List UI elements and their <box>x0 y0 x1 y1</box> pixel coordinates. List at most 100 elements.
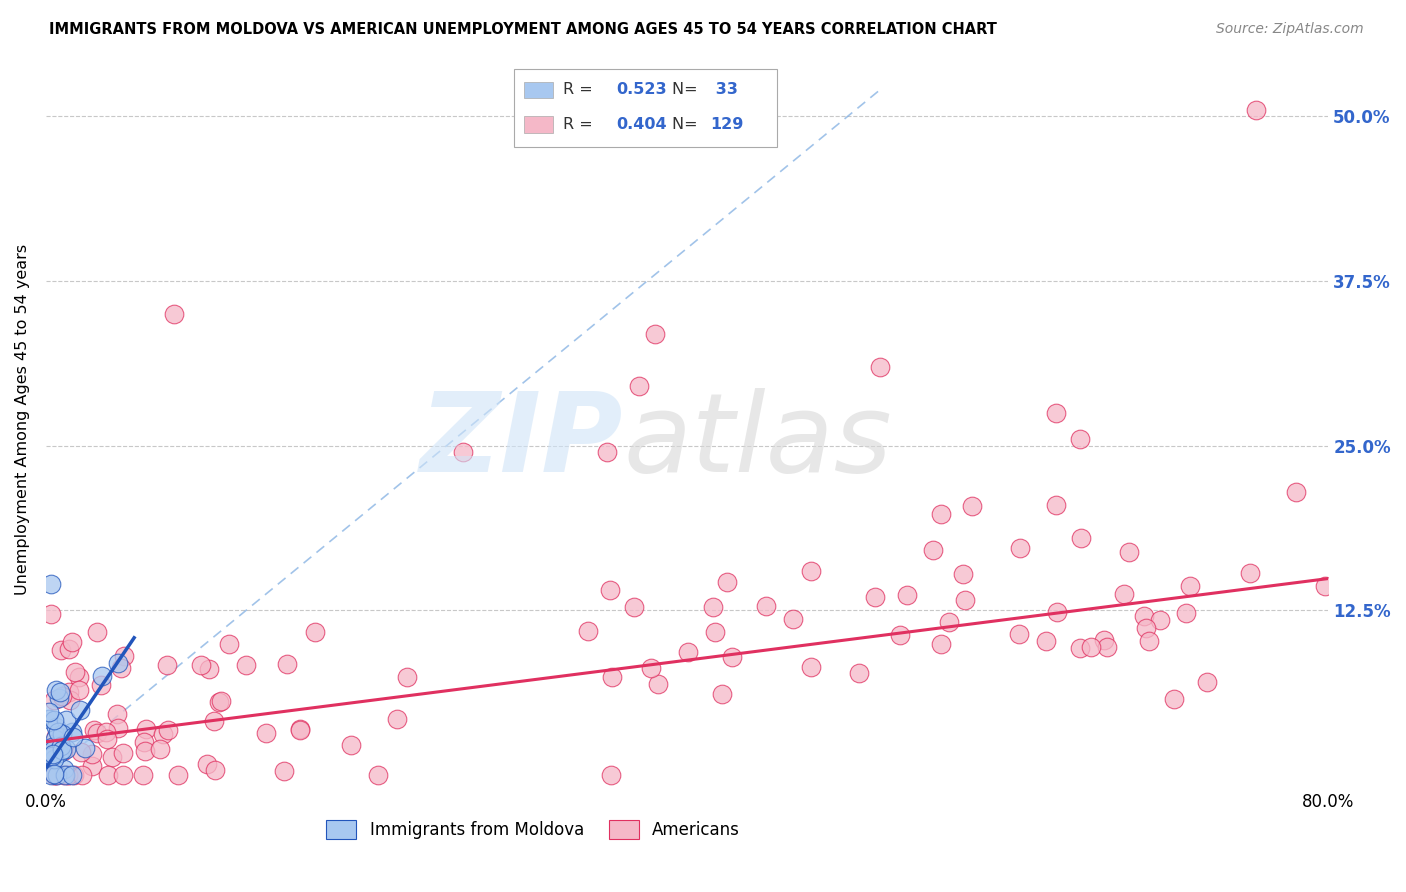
Point <box>41 749 63 764</box>
Text: 33: 33 <box>710 82 738 97</box>
Text: atlas: atlas <box>623 388 891 495</box>
Point <box>111 767 134 781</box>
Text: 0.404: 0.404 <box>617 117 668 132</box>
Point <box>156 723 179 737</box>
Point <box>73 741 96 756</box>
Point <box>929 508 952 522</box>
Point <box>86 725 108 739</box>
Point <box>623 599 645 614</box>
Point <box>276 657 298 672</box>
Point <box>59 693 82 707</box>
Point <box>58 642 80 657</box>
Point <box>395 670 418 684</box>
Point <box>67 670 90 684</box>
Point <box>39 755 62 769</box>
Point <box>48 691 70 706</box>
Point <box>198 662 221 676</box>
Point <box>63 767 86 781</box>
Point <box>83 723 105 737</box>
Legend: Immigrants from Moldova, Americans: Immigrants from Moldova, Americans <box>319 814 747 846</box>
Point <box>39 607 62 621</box>
Point <box>60 725 83 739</box>
Point <box>37 742 59 756</box>
Point <box>644 326 666 341</box>
Point <box>628 379 651 393</box>
Point <box>922 542 945 557</box>
Point <box>204 763 226 777</box>
Point <box>1313 578 1336 592</box>
Point <box>1195 675 1218 690</box>
Point <box>204 714 226 728</box>
Point <box>86 625 108 640</box>
Point <box>58 685 80 699</box>
Point <box>135 722 157 736</box>
Point <box>1069 640 1091 655</box>
Text: 129: 129 <box>710 117 744 132</box>
Text: N=: N= <box>672 117 703 132</box>
Point <box>46 725 69 739</box>
Point <box>576 624 599 639</box>
Point <box>45 729 67 743</box>
Point <box>96 725 118 739</box>
Point <box>69 703 91 717</box>
Point <box>1008 541 1031 555</box>
Text: 0.523: 0.523 <box>617 82 668 97</box>
Point <box>96 732 118 747</box>
Point <box>38 706 60 720</box>
Point <box>67 683 90 698</box>
FancyBboxPatch shape <box>524 82 553 98</box>
Point <box>800 659 823 673</box>
Point <box>51 727 73 741</box>
Point <box>37 759 59 773</box>
Point <box>952 567 974 582</box>
Point <box>385 712 408 726</box>
Text: N=: N= <box>672 82 703 97</box>
Point <box>134 744 156 758</box>
Point <box>49 643 72 657</box>
Point <box>273 764 295 778</box>
Point <box>60 635 83 649</box>
Point <box>69 745 91 759</box>
Point <box>42 767 65 781</box>
Point <box>51 690 73 704</box>
Point <box>49 685 72 699</box>
Point <box>89 678 111 692</box>
Point <box>208 695 231 709</box>
Point <box>134 735 156 749</box>
Point <box>107 721 129 735</box>
Point <box>218 637 240 651</box>
Point <box>42 713 65 727</box>
Point <box>800 564 823 578</box>
Point <box>1008 627 1031 641</box>
Point <box>1045 498 1067 512</box>
Point <box>39 576 62 591</box>
Point <box>156 657 179 672</box>
Point <box>1069 432 1091 446</box>
Point <box>889 627 911 641</box>
Point <box>38 713 60 727</box>
Point <box>42 747 65 762</box>
Point <box>44 767 66 781</box>
Point <box>152 726 174 740</box>
Point <box>600 767 623 781</box>
FancyBboxPatch shape <box>524 116 553 133</box>
Point <box>55 713 77 727</box>
Point <box>52 744 75 758</box>
Point <box>702 600 724 615</box>
Point <box>602 670 624 684</box>
Point <box>80 759 103 773</box>
Point <box>45 720 67 734</box>
Point <box>1239 566 1261 581</box>
Point <box>42 693 65 707</box>
Point <box>45 767 67 781</box>
Point <box>56 767 79 781</box>
Point <box>39 767 62 781</box>
Point <box>53 763 76 777</box>
Point <box>41 739 63 754</box>
Point <box>596 445 619 459</box>
Point <box>132 767 155 781</box>
Point <box>599 582 621 597</box>
Point <box>290 723 312 737</box>
Point <box>1070 531 1092 545</box>
Point <box>1035 634 1057 648</box>
